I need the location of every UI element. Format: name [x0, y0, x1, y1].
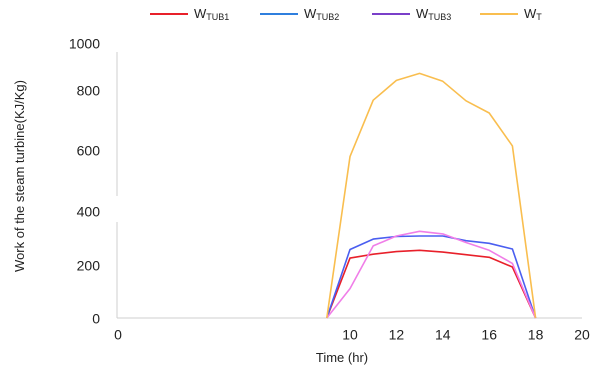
x-tick-label: 18	[528, 327, 544, 343]
series-line-w-t	[326, 72, 537, 319]
x-tick-labels: 0 10 12 14 16 18 20	[114, 327, 590, 343]
x-tick-label: 10	[342, 327, 358, 343]
axes: 400 600 800 1000 0 200 0 10 12 14 16 18 20	[69, 36, 590, 343]
legend-label: WTUB1	[194, 6, 229, 22]
legend-label: WT	[524, 6, 542, 22]
y-tick-label: 200	[77, 258, 101, 274]
x-axis-title: Time (hr)	[316, 350, 368, 365]
x-tick-label: 12	[389, 327, 405, 343]
x-tick-label: 20	[574, 327, 590, 343]
series-group	[326, 72, 537, 319]
y-tick-labels: 400 600 800 1000 0 200	[69, 36, 100, 327]
legend-label: WTUB3	[416, 6, 451, 22]
y-tick-label: 800	[77, 83, 101, 99]
y-tick-label: 0	[92, 311, 100, 327]
legend-label: WTUB2	[304, 6, 339, 22]
series-line-w-tub3	[326, 230, 537, 319]
y-tick-label: 600	[77, 143, 101, 159]
series-line-w-tub1	[326, 249, 537, 319]
y-axis-title: Work of the steam turbine(KJ/Kg)	[12, 80, 27, 272]
series-line-w-tub2	[326, 235, 537, 319]
legend: WTUB1 WTUB2 WTUB3 WT	[150, 6, 542, 22]
y-tick-label: 400	[77, 204, 101, 220]
x-tick-label: 16	[481, 327, 497, 343]
y-tick-label: 1000	[69, 36, 100, 52]
x-tick-label: 14	[435, 327, 451, 343]
x-tick-label: 0	[114, 327, 122, 343]
